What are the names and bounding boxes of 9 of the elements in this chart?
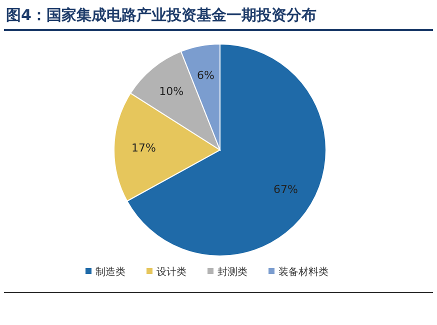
data-label: 10% xyxy=(159,85,184,98)
legend-label: 制造类 xyxy=(96,266,126,278)
data-label: 17% xyxy=(131,142,156,155)
chart-title: 图4：国家集成电路产业投资基金一期投资分布 xyxy=(6,6,316,24)
data-label: 67% xyxy=(273,182,298,196)
data-label: 6% xyxy=(196,69,214,82)
legend-label: 装备材料类 xyxy=(278,266,328,278)
legend-label: 封测类 xyxy=(218,266,248,278)
legend-label: 设计类 xyxy=(156,266,186,278)
